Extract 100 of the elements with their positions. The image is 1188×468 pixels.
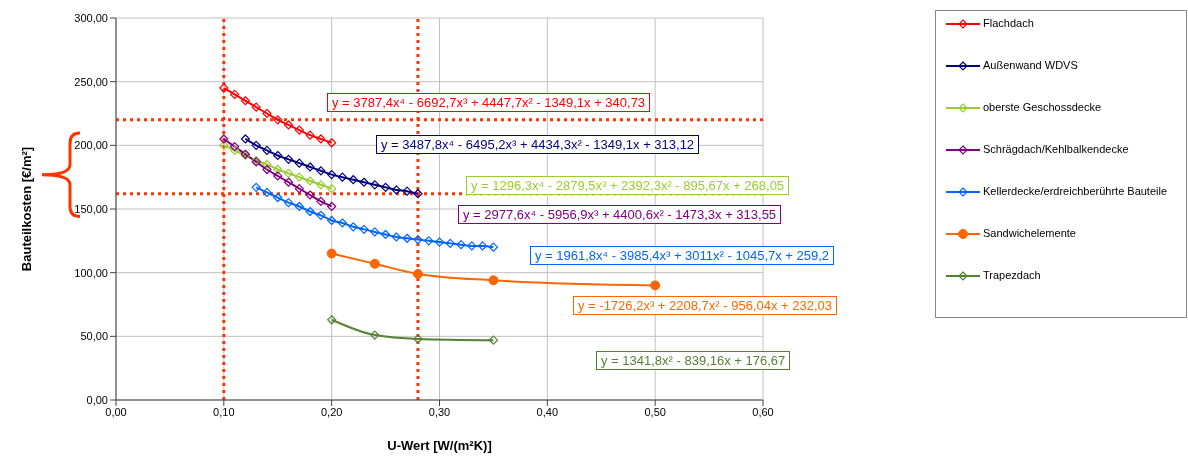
legend-label: Sandwichelemente <box>983 227 1076 239</box>
point <box>391 185 401 195</box>
point <box>370 227 380 237</box>
annotation: y = 3787,4x⁴ - 6692,7x³ + 4447,7x² - 1349,1x + 340,73 <box>327 93 651 112</box>
point <box>305 176 315 186</box>
annotation: y = 3487,8x⁴ - 6495,2x³ + 4434,3x² - 1349,1x + 313,12 <box>376 135 700 154</box>
point <box>412 268 423 279</box>
point <box>262 164 272 175</box>
x-tick-label: 0,10 <box>213 405 235 418</box>
point <box>251 182 261 192</box>
legend-label: Trapezdach <box>983 269 1041 281</box>
point <box>262 187 272 198</box>
annotation: y = 2977,6x⁴ - 5956,9x³ + 4400,6x² - 1473,3x + 313,55 <box>458 205 782 224</box>
point <box>370 330 380 340</box>
legend-label: oberste Geschossdecke <box>983 101 1102 113</box>
point <box>402 186 412 196</box>
point <box>230 142 240 152</box>
annotation: y = 1341,8x² - 839,16x + 176,67 <box>596 351 791 370</box>
point <box>219 83 229 93</box>
y-tick-label: 150,00 <box>74 202 108 215</box>
point <box>359 177 369 187</box>
point <box>327 138 337 148</box>
point <box>305 162 315 172</box>
point <box>230 145 240 156</box>
point <box>273 164 283 175</box>
point <box>467 241 477 251</box>
point <box>650 280 661 291</box>
y-tick-label: 0,00 <box>86 393 108 406</box>
y-tick-label: 300,00 <box>74 11 108 24</box>
point <box>445 238 455 248</box>
point <box>273 115 283 125</box>
y-axis-title: Bauteilkosten [€/m²] <box>18 146 34 272</box>
x-tick-label: 0,20 <box>320 405 343 418</box>
annotation: y = 1961,8x⁴ - 3985,4x³ + 3011x² - 1045,7x + 259,2 <box>530 246 835 265</box>
point <box>283 154 294 164</box>
point <box>327 215 337 226</box>
point <box>219 140 229 150</box>
point <box>305 206 315 217</box>
point <box>240 96 250 106</box>
point <box>348 222 358 232</box>
point <box>348 175 358 185</box>
x-tick-label: 0,50 <box>644 405 666 418</box>
point <box>251 102 261 112</box>
y-tick-label: 200,00 <box>74 139 108 152</box>
point <box>262 159 272 170</box>
point <box>327 184 337 194</box>
point <box>251 140 261 150</box>
point <box>413 234 423 245</box>
point <box>327 201 337 212</box>
point <box>230 89 240 99</box>
x-axis-title: U-Wert [W/(m²K)] <box>387 438 492 453</box>
x-tick-label: 0,00 <box>105 405 127 418</box>
point <box>305 190 315 200</box>
point <box>316 166 326 176</box>
point <box>273 192 283 203</box>
point <box>273 171 283 181</box>
point <box>273 150 283 161</box>
y-tick-label: 250,00 <box>74 75 108 88</box>
point <box>262 108 272 119</box>
y-tick-label: 50,00 <box>80 330 108 343</box>
point <box>488 275 499 286</box>
x-tick-label: 0,60 <box>752 405 774 418</box>
point <box>294 158 304 168</box>
point <box>402 233 412 243</box>
point <box>488 335 499 345</box>
point <box>262 145 272 156</box>
point <box>380 182 391 192</box>
point <box>283 198 294 208</box>
point <box>219 134 229 144</box>
point <box>294 184 304 194</box>
point <box>294 125 304 135</box>
point <box>305 130 315 140</box>
point <box>327 170 337 180</box>
point <box>294 201 304 212</box>
x-tick-label: 0,30 <box>428 405 451 418</box>
point <box>294 172 304 182</box>
point <box>380 229 391 240</box>
point <box>369 258 380 269</box>
point <box>316 180 326 190</box>
point <box>337 218 348 228</box>
point <box>283 168 294 178</box>
point <box>434 237 445 247</box>
y-tick-label: 100,00 <box>74 266 108 279</box>
point <box>413 334 423 344</box>
point <box>283 120 294 130</box>
point <box>424 236 434 246</box>
legend-label: Flachdach <box>983 17 1034 29</box>
point <box>327 315 337 325</box>
point <box>240 134 250 144</box>
point <box>316 210 326 220</box>
annotation: y = 1296,3x⁴ - 2879,5x³ + 2392,3x² - 895,67x + 268,05 <box>466 176 790 195</box>
point <box>456 240 466 250</box>
point <box>391 232 401 242</box>
legend-label: Außenwand WDVS <box>983 59 1078 71</box>
point <box>478 241 488 251</box>
point <box>316 196 326 206</box>
x-tick-label: 0,40 <box>536 405 559 418</box>
point <box>488 242 499 252</box>
point <box>316 134 326 144</box>
point <box>370 180 380 190</box>
